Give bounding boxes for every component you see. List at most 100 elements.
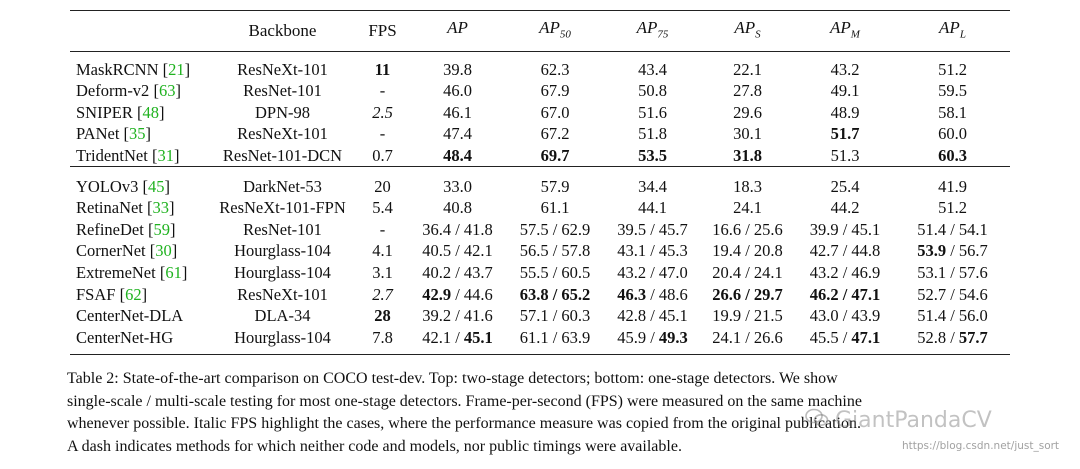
ap75-cell: 45.9 / 49.3 [605,326,700,356]
ap50-cell: 62.3 [540,59,570,79]
fps-cell: 2.7 [372,284,393,304]
backbone-cell: ResNet-101 [243,81,322,101]
ap-cell: 48.4 [410,144,505,168]
table-row: MaskRCNN [21] ResNeXt-101 11 39.8 62.3 4… [70,52,1010,80]
results-table-container: Backbone FPS AP AP50 AP75 APS APM APL Ma… [70,10,1010,356]
ap75-cell: 42.8 / 45.1 [617,306,688,326]
table-row: TridentNet [31] ResNet-101-DCN 0.7 48.4 … [70,144,1010,168]
aps-cell: 24.1 [733,198,762,218]
aps-cell: 20.4 / 24.1 [712,263,783,283]
watermark-brand: GiantPandaCV [805,408,992,434]
citation-link[interactable]: 45 [147,176,165,196]
ap75-cell: 51.6 [638,102,667,122]
caption-line: Table 2: State-of-the-art comparison on … [67,370,838,387]
aps-cell: 30.1 [733,124,762,144]
header-apl: APL [939,18,966,41]
table-caption: Table 2: State-of-the-art comparison on … [67,368,1012,458]
caption-line: A dash indicates methods for which neith… [67,437,682,455]
citation-link[interactable]: 21 [168,59,185,79]
ap-cell: 42.1 / 45.1 [410,326,505,356]
method-cell: MaskRCNN [21] [76,59,191,79]
ap75-cell: 53.5 [605,144,700,168]
ap50-cell: 56.5 / 57.8 [519,241,591,261]
table-row: RetinaNet [33] ResNeXt-101-FPN 5.4 40.8 … [70,197,1010,219]
citation-link[interactable]: 31 [157,146,174,166]
backbone-cell: Hourglass-104 [210,326,355,356]
apm-cell: 51.3 [795,144,895,168]
header-ap50: AP50 [539,18,571,41]
aps-cell: 19.9 / 21.5 [712,306,783,326]
backbone-cell: Hourglass-104 [234,263,331,283]
citation-link[interactable]: 30 [155,241,172,261]
citation-link[interactable]: 59 [153,219,170,239]
citation-link[interactable]: 62 [125,284,142,304]
fps-cell: 5.4 [372,198,393,218]
table-row: YOLOv3 [45] DarkNet-53 20 33.0 57.9 34.4… [70,167,1010,197]
apm-cell: 43.2 / 46.9 [809,263,881,283]
ap-cell: 47.4 [443,124,472,144]
fps-cell: - [379,124,386,144]
apl-cell: 58.1 [938,102,967,122]
table-row: SNIPER [48] DPN-98 2.5 46.1 67.0 51.6 29… [70,102,1010,124]
citation-link[interactable]: 63 [158,81,176,101]
header-aps: APS [734,18,761,41]
table-row: PANet [35] ResNeXt-101 - 47.4 67.2 51.8 … [70,123,1010,145]
backbone-cell: ResNeXt-101 [237,284,328,304]
ap-cell: 46.0 [443,81,472,101]
ap-cell: 40.8 [443,198,472,218]
citation-link[interactable]: 33 [152,198,170,218]
results-table: Backbone FPS AP AP50 AP75 APS APM APL Ma… [70,10,1010,356]
method-cell: TridentNet [31] [70,144,210,168]
method-cell: CornerNet [30] [76,241,178,261]
wechat-icon [805,408,829,434]
ap75-cell: 39.5 / 45.7 [617,219,688,239]
backbone-cell: Hourglass-104 [234,241,331,261]
fps-cell: 7.8 [355,326,410,356]
apm-cell: 39.9 / 45.1 [809,219,881,239]
ap50-cell: 67.0 [540,102,570,122]
fps-cell: 11 [374,59,391,79]
ap50-cell: 55.5 / 60.5 [519,263,591,283]
header-ap75: AP75 [636,18,669,41]
apm-cell: 25.4 [830,176,860,196]
backbone-cell: ResNet-101-DCN [210,144,355,168]
citation-link[interactable]: 61 [165,263,182,283]
ap-cell: 46.1 [443,102,472,122]
table-row: Deform-v2 [63] ResNet-101 - 46.0 67.9 50… [70,80,1010,102]
ap50-cell: 57.9 [540,176,570,196]
backbone-cell: ResNet-101 [243,219,322,239]
table-row: FSAF [62] ResNeXt-101 2.7 42.9 / 44.6 63… [70,283,1010,305]
method-cell: CenterNet-HG [70,326,210,356]
watermark-url: https://blog.csdn.net/just_sort [902,440,1060,452]
apm-cell: 42.7 / 44.8 [809,241,881,261]
aps-cell: 27.8 [733,81,762,101]
apm-cell: 44.2 [830,198,860,218]
apm-cell: 51.7 [830,124,860,144]
apl-cell: 51.2 [938,59,967,79]
backbone-cell: DPN-98 [254,102,310,122]
method-cell: YOLOv3 [45] [76,176,170,196]
ap75-cell: 34.4 [638,176,667,196]
ap-cell: 36.4 / 41.8 [422,219,493,239]
apl-cell: 51.4 / 56.0 [917,306,988,326]
apl-cell: 52.7 / 54.6 [917,284,988,304]
citation-link[interactable]: 35 [129,124,146,144]
ap75-cell: 43.1 / 45.3 [617,241,688,261]
citation-link[interactable]: 48 [142,102,159,122]
ap50-cell: 61.1 [540,198,570,218]
method-cell: FSAF [62] [76,284,148,304]
ap-cell: 40.2 / 43.7 [422,263,493,283]
fps-cell: 4.1 [372,241,393,261]
header-fps: FPS [368,21,397,41]
ap75-cell: 50.8 [638,81,667,101]
ap75-cell: 43.2 / 47.0 [617,263,688,283]
aps-cell: 29.6 [733,102,762,122]
ap50-cell: 67.2 [540,124,570,144]
backbone-cell: ResNeXt-101-FPN [219,198,346,218]
backbone-cell: DLA-34 [254,306,311,326]
apl-cell: 51.2 [938,198,967,218]
apm-cell: 43.0 / 43.9 [809,306,881,326]
watermark-text: GiantPandaCV [835,408,992,433]
table-row: ExtremeNet [61] Hourglass-104 3.1 40.2 /… [70,262,1010,284]
header-apm: APM [830,18,860,41]
